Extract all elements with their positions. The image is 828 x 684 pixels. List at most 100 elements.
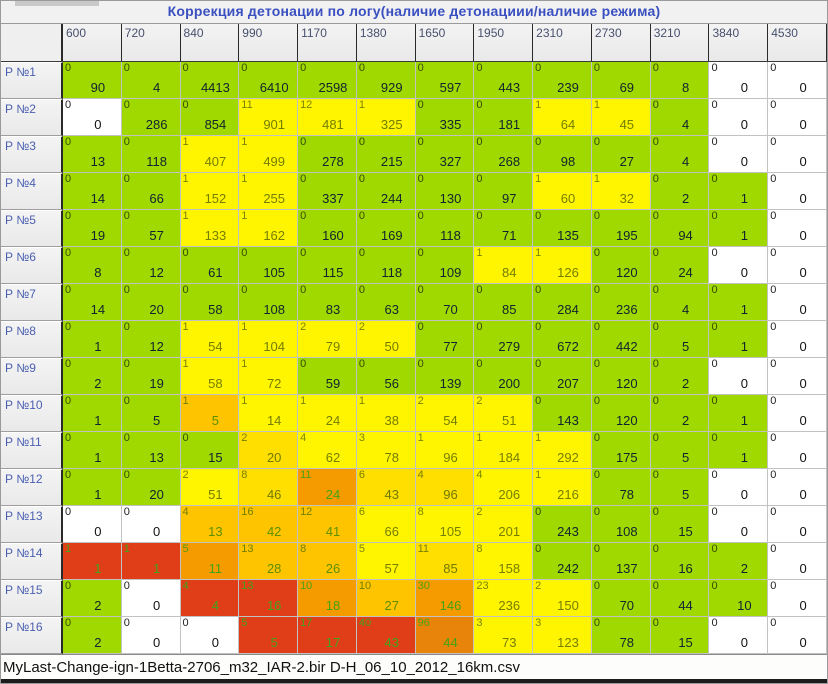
grid-cell[interactable]: 8 158 (474, 543, 534, 580)
grid-cell[interactable]: 0 57 (121, 210, 181, 247)
grid-cell[interactable]: 0 160 (298, 210, 357, 247)
grid-cell[interactable]: 4 96 (415, 469, 475, 506)
grid-cell[interactable]: 3 123 (533, 617, 592, 654)
grid-cell[interactable]: 16 42 (239, 506, 299, 543)
grid-cell[interactable]: 0 286 (121, 99, 181, 136)
grid-cell[interactable]: 13 16 (239, 580, 299, 617)
grid-cell[interactable]: 11 901 (239, 99, 299, 136)
grid-cell[interactable]: 0 335 (415, 99, 475, 136)
grid-cell[interactable]: 0 337 (298, 173, 357, 210)
grid-cell[interactable]: 2 51 (180, 469, 240, 506)
grid-cell[interactable]: 0 19 (63, 210, 122, 247)
grid-cell[interactable]: 0 120 (591, 358, 651, 395)
grid-cell[interactable]: 0 78 (591, 469, 651, 506)
grid-cell[interactable]: 2 54 (415, 395, 475, 432)
grid-cell[interactable]: 6 43 (356, 469, 416, 506)
grid-cell[interactable]: 0 109 (415, 247, 475, 284)
grid-cell[interactable]: 0 118 (415, 210, 475, 247)
grid-cell[interactable]: 0 90 (63, 62, 122, 99)
grid-cell[interactable]: 0 278 (298, 136, 357, 173)
grid-cell[interactable]: 0 16 (650, 543, 710, 580)
grid-cell[interactable]: 12 41 (298, 506, 357, 543)
grid-cell[interactable]: 1 72 (239, 358, 299, 395)
grid-cell[interactable]: 0 120 (591, 395, 651, 432)
grid-cell[interactable]: 1 14 (239, 395, 299, 432)
grid-cell[interactable]: 1 255 (239, 173, 299, 210)
grid-cell[interactable]: 40 43 (356, 617, 416, 654)
grid-cell[interactable]: 0 200 (474, 358, 534, 395)
grid-cell[interactable]: 0 97 (474, 173, 534, 210)
grid-cell[interactable]: 0 20 (121, 284, 181, 321)
grid-cell[interactable]: 0 14 (63, 284, 122, 321)
grid-cell[interactable]: 1 96 (415, 432, 475, 469)
grid-cell[interactable]: 0 443 (474, 62, 534, 99)
grid-cell[interactable]: 4 13 (180, 506, 240, 543)
grid-cell[interactable]: 1 60 (533, 173, 592, 210)
grid-cell[interactable]: 0 105 (239, 247, 299, 284)
grid-cell[interactable]: 1 152 (180, 173, 240, 210)
grid-cell[interactable]: 0 118 (121, 136, 181, 173)
grid-cell[interactable]: 1 407 (180, 136, 240, 173)
grid-cell[interactable]: 1 184 (474, 432, 534, 469)
grid-cell[interactable]: 0 69 (591, 62, 651, 99)
grid-cell[interactable]: 0 83 (298, 284, 357, 321)
grid-cell[interactable]: 1 38 (356, 395, 416, 432)
grid-cell[interactable]: 13 28 (239, 543, 299, 580)
grid-cell[interactable]: 2 50 (356, 321, 416, 358)
grid-cell[interactable]: 10 18 (298, 580, 357, 617)
grid-cell[interactable]: 0 239 (533, 62, 592, 99)
grid-cell[interactable]: 0 139 (415, 358, 475, 395)
grid-cell[interactable]: 3 73 (474, 617, 534, 654)
grid-cell[interactable]: 0 244 (356, 173, 416, 210)
grid-cell[interactable]: 1 325 (356, 99, 416, 136)
grid-cell[interactable]: 0 929 (356, 62, 416, 99)
grid-cell[interactable]: 11 24 (298, 469, 357, 506)
grid-cell[interactable]: 0 71 (474, 210, 534, 247)
grid-cell[interactable]: 2 51 (474, 395, 534, 432)
grid-cell[interactable]: 0 10 (709, 580, 769, 617)
grid-cell[interactable]: 0 19 (121, 358, 181, 395)
grid-cell[interactable]: 0 2598 (298, 62, 357, 99)
grid-cell[interactable]: 1 292 (533, 432, 592, 469)
grid-cell[interactable]: 0 59 (298, 358, 357, 395)
grid-cell[interactable]: 0 327 (415, 136, 475, 173)
grid-cell[interactable]: 1 216 (533, 469, 592, 506)
grid-cell[interactable]: 0 268 (474, 136, 534, 173)
grid-cell[interactable]: 0 137 (591, 543, 651, 580)
grid-cell[interactable]: 0 284 (533, 284, 592, 321)
grid-cell[interactable]: 2 150 (533, 580, 592, 617)
grid-cell[interactable]: 17 17 (298, 617, 357, 654)
grid-cell[interactable]: 1 104 (239, 321, 299, 358)
grid-cell[interactable]: 0 14 (63, 173, 122, 210)
